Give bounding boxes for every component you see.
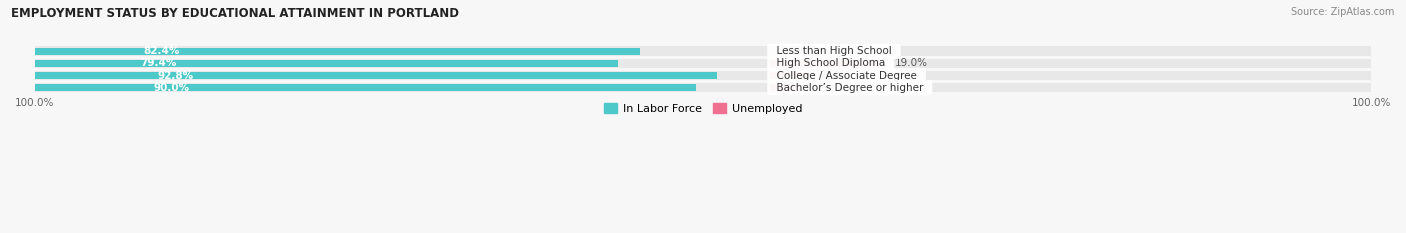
Text: Source: ZipAtlas.com: Source: ZipAtlas.com <box>1291 7 1395 17</box>
Bar <box>770 60 884 67</box>
Legend: In Labor Force, Unemployed: In Labor Force, Unemployed <box>599 99 807 118</box>
Bar <box>35 83 1371 93</box>
Text: 0.0%: 0.0% <box>780 46 807 56</box>
Text: Less than High School: Less than High School <box>770 46 898 56</box>
Text: High School Diploma: High School Diploma <box>770 58 891 69</box>
Text: 19.0%: 19.0% <box>894 58 928 69</box>
Bar <box>35 84 696 91</box>
Text: College / Associate Degree: College / Associate Degree <box>770 71 924 81</box>
Text: 82.4%: 82.4% <box>143 46 180 56</box>
Text: 92.8%: 92.8% <box>157 71 194 81</box>
Text: Bachelor’s Degree or higher: Bachelor’s Degree or higher <box>770 83 929 93</box>
Bar <box>35 72 717 79</box>
Text: 79.4%: 79.4% <box>139 58 176 69</box>
Text: EMPLOYMENT STATUS BY EDUCATIONAL ATTAINMENT IN PORTLAND: EMPLOYMENT STATUS BY EDUCATIONAL ATTAINM… <box>11 7 460 20</box>
Text: 90.0%: 90.0% <box>153 83 190 93</box>
Bar <box>35 47 1371 56</box>
Text: 6.1%: 6.1% <box>817 71 844 81</box>
Bar <box>35 58 1371 68</box>
Bar <box>35 60 619 67</box>
Bar <box>770 72 807 79</box>
Bar <box>770 84 799 91</box>
Text: 4.9%: 4.9% <box>810 83 837 93</box>
Bar <box>35 71 1371 80</box>
Bar <box>35 48 641 55</box>
